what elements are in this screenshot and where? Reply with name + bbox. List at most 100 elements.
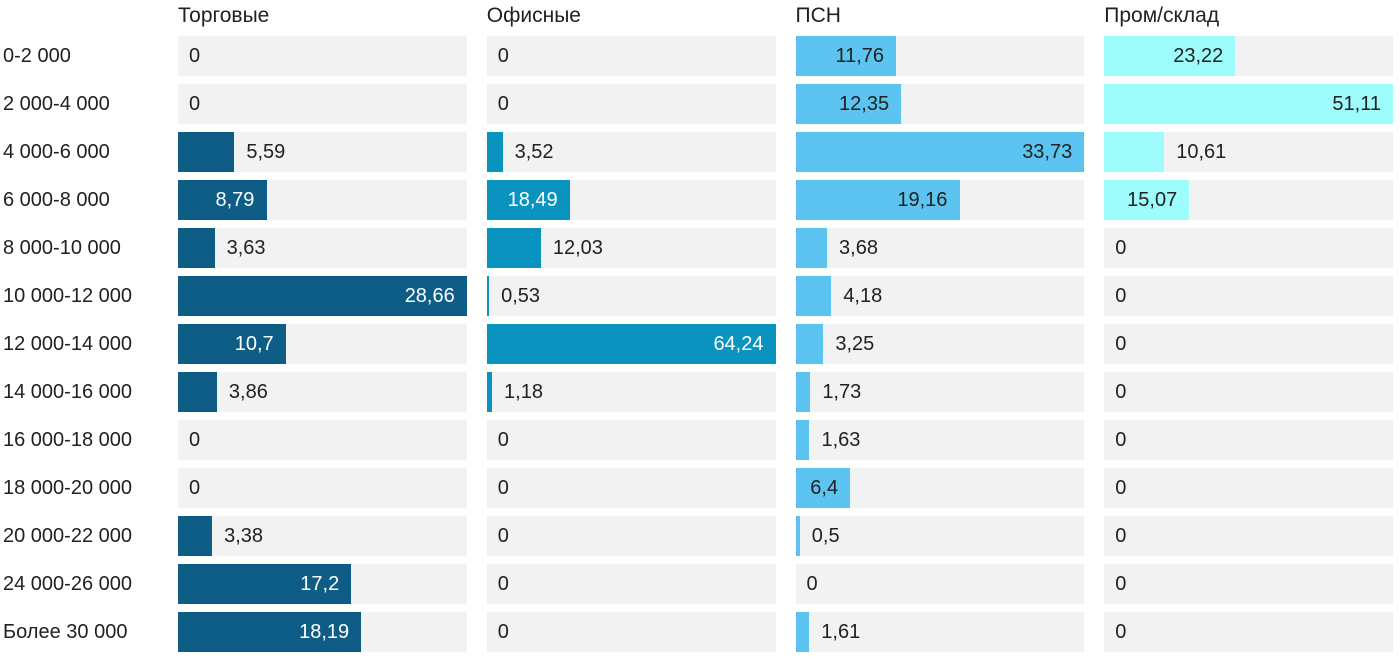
bar-track: 0	[178, 420, 467, 460]
bar-value-label: 10,7	[234, 333, 274, 355]
bar-track: 11,76	[795, 36, 1085, 76]
bar-track: 0	[795, 564, 1085, 604]
bar-value-label: 3,38	[224, 525, 264, 547]
row-label: 0-2 000	[3, 45, 71, 67]
column-header-1: Торговые	[178, 4, 270, 27]
bar	[1104, 84, 1393, 124]
row-label: 18 000-20 000	[3, 477, 133, 499]
bar-track: 1,73	[795, 372, 1085, 412]
column-header-4: Пром/склад	[1104, 4, 1220, 27]
bar-track: 0	[178, 468, 467, 508]
bar	[486, 180, 570, 220]
bar-track: 3,52	[486, 132, 776, 172]
bar-value-label: 17,2	[300, 573, 340, 595]
bar	[795, 420, 810, 460]
bar-track: 33,73	[795, 132, 1085, 172]
bar-value-label: 23,22	[1173, 45, 1224, 67]
bar-value-label: 3,68	[839, 237, 878, 259]
bar-value-label: 0	[1115, 237, 1127, 259]
bar-track: 0	[1104, 516, 1393, 556]
row-label: 6 000-8 000	[3, 189, 110, 211]
bar-track: 28,66	[178, 276, 467, 316]
bar-value-label: 19,16	[897, 189, 948, 211]
bar-value-label: 3,63	[226, 237, 266, 259]
bar-value-label: 0	[497, 477, 509, 499]
bar	[178, 228, 215, 268]
bar-value-label: 0	[1115, 621, 1127, 643]
row-label: 8 000-10 000	[3, 237, 121, 259]
row-label: 4 000-6 000	[3, 141, 110, 163]
bar-track: 15,07	[1104, 180, 1393, 220]
bar-value-label: 0	[806, 573, 818, 595]
row-label: 2 000-4 000	[3, 93, 110, 115]
bar-value-label: 0	[497, 45, 509, 67]
bar-track: 12,35	[795, 84, 1085, 124]
bar-value-label: 0	[1115, 285, 1127, 307]
bar-value-label: 64,24	[713, 333, 764, 355]
bar-value-label: 18,49	[507, 189, 558, 211]
bar-track: 64,24	[486, 324, 776, 364]
bar	[1104, 36, 1236, 76]
bar-value-label: 6,4	[810, 477, 839, 499]
bar-value-label: 0	[497, 525, 509, 547]
bar-track: 12,03	[486, 228, 776, 268]
bar-value-label: 0	[1115, 333, 1127, 355]
bar	[1104, 180, 1190, 220]
bar	[795, 84, 902, 124]
bar-value-label: 0	[1115, 573, 1127, 595]
bar	[795, 516, 800, 556]
bar-track: 0	[1104, 468, 1393, 508]
bar-track: 0	[486, 36, 776, 76]
row-label: 12 000-14 000	[3, 333, 133, 355]
bar	[178, 612, 362, 652]
bar-track: 0	[1104, 564, 1393, 604]
bar-track: 1,18	[486, 372, 776, 412]
column-header-3: ПСН	[795, 4, 841, 27]
bar-track: 5,59	[178, 132, 467, 172]
bar-track: 0	[1104, 420, 1393, 460]
bar	[486, 132, 503, 172]
row-label: 20 000-22 000	[3, 525, 133, 547]
bar-track: 19,16	[795, 180, 1085, 220]
bar-value-label: 3,52	[514, 141, 554, 163]
bar-value-label: 0,5	[811, 525, 840, 547]
bar-value-label: 0	[189, 477, 201, 499]
bar-value-label: 4,18	[843, 285, 883, 307]
bar-value-label: 0	[189, 429, 201, 451]
bar-track: 0	[178, 36, 467, 76]
bar	[178, 180, 267, 220]
bar	[795, 228, 827, 268]
bar	[795, 132, 1085, 172]
bar-track: 0	[486, 84, 776, 124]
row-label: Более 30 000	[3, 621, 128, 643]
bar-track: 10,7	[178, 324, 467, 364]
bar-value-label: 0	[1115, 477, 1127, 499]
bar-value-label: 0	[1115, 525, 1127, 547]
bar-value-label: 15,07	[1127, 189, 1178, 211]
bar	[795, 372, 811, 412]
bar-value-label: 0,53	[501, 285, 541, 307]
bar-value-label: 0	[1115, 381, 1127, 403]
bar-value-label: 28,66	[404, 285, 455, 307]
bar-track: 6,4	[795, 468, 1085, 508]
bar	[178, 372, 217, 412]
bar-value-label: 1,63	[821, 429, 861, 451]
bar-value-label: 3,25	[835, 333, 875, 355]
bar-track: 0	[1104, 324, 1393, 364]
bar-value-label: 1,61	[821, 621, 861, 643]
bar-track: 4,18	[795, 276, 1085, 316]
bar-track: 0,5	[795, 516, 1085, 556]
bar-value-label: 51,11	[1332, 93, 1381, 115]
bar-track: 0	[178, 84, 467, 124]
bar-track: 0	[486, 516, 776, 556]
bar	[178, 324, 286, 364]
bar-track: 1,63	[795, 420, 1085, 460]
bar	[795, 180, 960, 220]
bar	[795, 276, 832, 316]
bar-value-label: 12,35	[839, 93, 890, 115]
bar-value-label: 0	[497, 93, 509, 115]
bar-value-label: 0	[189, 93, 201, 115]
bar-track: 0,53	[486, 276, 776, 316]
bar-track: 23,22	[1104, 36, 1393, 76]
bar-track: 3,25	[795, 324, 1085, 364]
